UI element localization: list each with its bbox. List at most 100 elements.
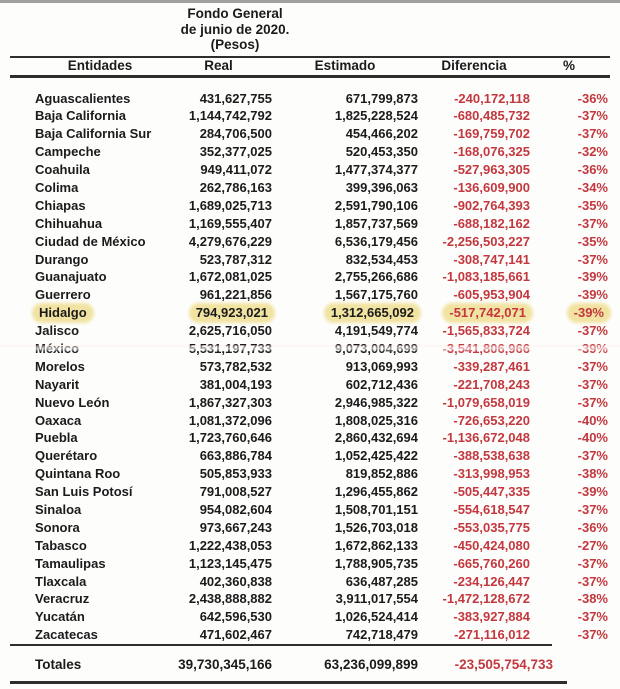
header-top-rule bbox=[10, 55, 610, 58]
entity-name-cell: Morelos bbox=[35, 358, 165, 376]
estimado-cell: 2,591,790,106 bbox=[272, 197, 418, 215]
diferencia-value: -308,747,141 bbox=[453, 251, 530, 267]
estimado-cell: 602,712,436 bbox=[272, 376, 418, 394]
pct-cell: -38% bbox=[530, 465, 608, 483]
entity-name: Tabasco bbox=[35, 537, 87, 553]
pct-value: -37% bbox=[577, 126, 608, 142]
table-body: Aguascalientes 431,627,755 671,799,873 -… bbox=[0, 90, 620, 645]
pct-cell: -39% bbox=[530, 286, 608, 304]
real-value: 973,667,243 bbox=[199, 519, 272, 535]
real-value: 1,081,372,096 bbox=[188, 412, 272, 428]
real-cell: 523,787,312 bbox=[165, 251, 272, 269]
estimado-cell: 1,052,425,422 bbox=[272, 447, 418, 465]
pct-cell: -37% bbox=[530, 608, 608, 626]
estimado-value: 1,296,455,862 bbox=[334, 484, 418, 500]
header-bottom-rule bbox=[10, 74, 610, 78]
real-cell: 1,689,025,713 bbox=[165, 197, 272, 215]
entity-name-cell: Jalisco bbox=[35, 322, 165, 340]
estimado-value: 1,312,665,092 bbox=[326, 306, 418, 321]
real-value: 284,706,500 bbox=[199, 126, 272, 142]
diferencia-value: -313,998,953 bbox=[453, 466, 530, 482]
document-title: Fondo General de junio de 2020. (Pesos) bbox=[0, 0, 470, 53]
estimado-value: 399,396,063 bbox=[345, 179, 418, 195]
entity-name-cell: Chihuahua bbox=[35, 215, 165, 233]
real-value: 262,786,163 bbox=[199, 179, 272, 195]
entity-name-cell: Guerrero bbox=[35, 286, 165, 304]
pct-value: -37% bbox=[577, 251, 608, 267]
pct-cell: -39% bbox=[530, 268, 608, 286]
pct-cell: -34% bbox=[530, 179, 608, 197]
pct-value: -37% bbox=[577, 627, 608, 643]
entity-name-cell: Campeche bbox=[35, 143, 165, 161]
diferencia-cell: -605,953,904 bbox=[418, 286, 530, 304]
pct-cell: -37% bbox=[530, 573, 608, 591]
diferencia-cell: -517,742,071 bbox=[418, 304, 530, 322]
entity-name: Colima bbox=[35, 179, 79, 195]
real-value: 2,625,716,050 bbox=[188, 323, 272, 339]
bottom-rule bbox=[10, 681, 567, 685]
pct-value: -32% bbox=[577, 144, 608, 160]
entity-name: San Luis Potosí bbox=[35, 484, 133, 500]
diferencia-cell: -2,256,503,227 bbox=[418, 233, 530, 251]
entity-name: Chihuahua bbox=[35, 215, 103, 231]
entity-name: Nuevo León bbox=[35, 394, 110, 410]
diferencia-value: -240,172,118 bbox=[454, 90, 530, 106]
real-value: 505,853,933 bbox=[199, 466, 272, 482]
entity-name: Puebla bbox=[35, 430, 78, 446]
estimado-cell: 9,073,004,699 bbox=[272, 340, 418, 358]
pct-value: -37% bbox=[577, 555, 608, 571]
entity-name: Chiapas bbox=[35, 197, 86, 213]
column-header-diferencia: Diferencia bbox=[441, 58, 507, 73]
entity-name-cell: Colima bbox=[35, 179, 165, 197]
diferencia-value: -1,472,128,672 bbox=[442, 591, 530, 607]
diferencia-value: -1,083,185,661 bbox=[442, 269, 530, 285]
diferencia-cell: -136,609,900 bbox=[418, 179, 530, 197]
estimado-value: 1,788,905,735 bbox=[334, 555, 418, 571]
estimado-cell: 4,191,549,774 bbox=[272, 322, 418, 340]
diferencia-value: -383,927,884 bbox=[453, 609, 530, 625]
pct-cell: -36% bbox=[530, 161, 608, 179]
entity-name-cell: Puebla bbox=[35, 429, 165, 447]
entity-name-cell: Coahuila bbox=[35, 161, 165, 179]
estimado-cell: 1,026,524,414 bbox=[272, 608, 418, 626]
estimado-cell: 3,911,017,554 bbox=[272, 590, 418, 608]
entity-name-cell: Querétaro bbox=[35, 447, 165, 465]
diferencia-value: -221,708,243 bbox=[453, 376, 530, 392]
estimado-value: 3,911,017,554 bbox=[335, 591, 418, 607]
real-cell: 1,169,555,407 bbox=[165, 215, 272, 233]
estimado-value: 1,477,374,377 bbox=[334, 162, 418, 178]
real-value: 1,672,081,025 bbox=[188, 269, 272, 285]
entity-name: Hidalgo bbox=[35, 306, 91, 321]
table-row: Oaxaca 1,081,372,096 1,808,025,316 -726,… bbox=[0, 412, 620, 430]
estimado-cell: 2,946,985,322 bbox=[272, 394, 418, 412]
real-cell: 794,923,021 bbox=[165, 304, 272, 322]
pct-value: -35% bbox=[577, 197, 608, 213]
entity-name: Sinaloa bbox=[35, 501, 82, 517]
column-header-real: Real bbox=[204, 58, 233, 73]
pct-value: -36% bbox=[577, 162, 608, 178]
table-row: Baja California 1,144,742,792 1,825,228,… bbox=[0, 107, 620, 125]
estimado-value: 819,852,886 bbox=[345, 466, 418, 482]
diferencia-value: -3,541,806,966 bbox=[442, 340, 530, 356]
diferencia-cell: -339,287,461 bbox=[418, 358, 530, 376]
pct-value: -39% bbox=[577, 484, 608, 500]
diferencia-value: -688,182,162 bbox=[453, 215, 530, 231]
totals-real: 39,730,345,166 bbox=[178, 656, 272, 672]
diferencia-value: -2,256,503,227 bbox=[442, 233, 530, 249]
title-line-3: (Pesos) bbox=[210, 37, 260, 52]
diferencia-cell: -221,708,243 bbox=[418, 376, 530, 394]
entity-name-cell: Quintana Roo bbox=[35, 465, 165, 483]
real-value: 523,787,312 bbox=[199, 251, 272, 267]
table-header: Entidades Real Estimado Diferencia % bbox=[0, 58, 620, 74]
estimado-cell: 520,453,350 bbox=[272, 143, 418, 161]
real-cell: 663,886,784 bbox=[165, 447, 272, 465]
entity-name-cell: San Luis Potosí bbox=[35, 483, 165, 501]
entity-name: Guerrero bbox=[35, 287, 91, 303]
pct-cell: -37% bbox=[530, 394, 608, 412]
real-value: 4,279,676,229 bbox=[188, 233, 272, 249]
pct-cell: -37% bbox=[530, 251, 608, 269]
real-cell: 1,222,438,053 bbox=[165, 537, 272, 555]
estimado-value: 1,672,862,133 bbox=[334, 537, 418, 553]
diferencia-cell: -688,182,162 bbox=[418, 215, 530, 233]
real-cell: 1,723,760,646 bbox=[165, 429, 272, 447]
